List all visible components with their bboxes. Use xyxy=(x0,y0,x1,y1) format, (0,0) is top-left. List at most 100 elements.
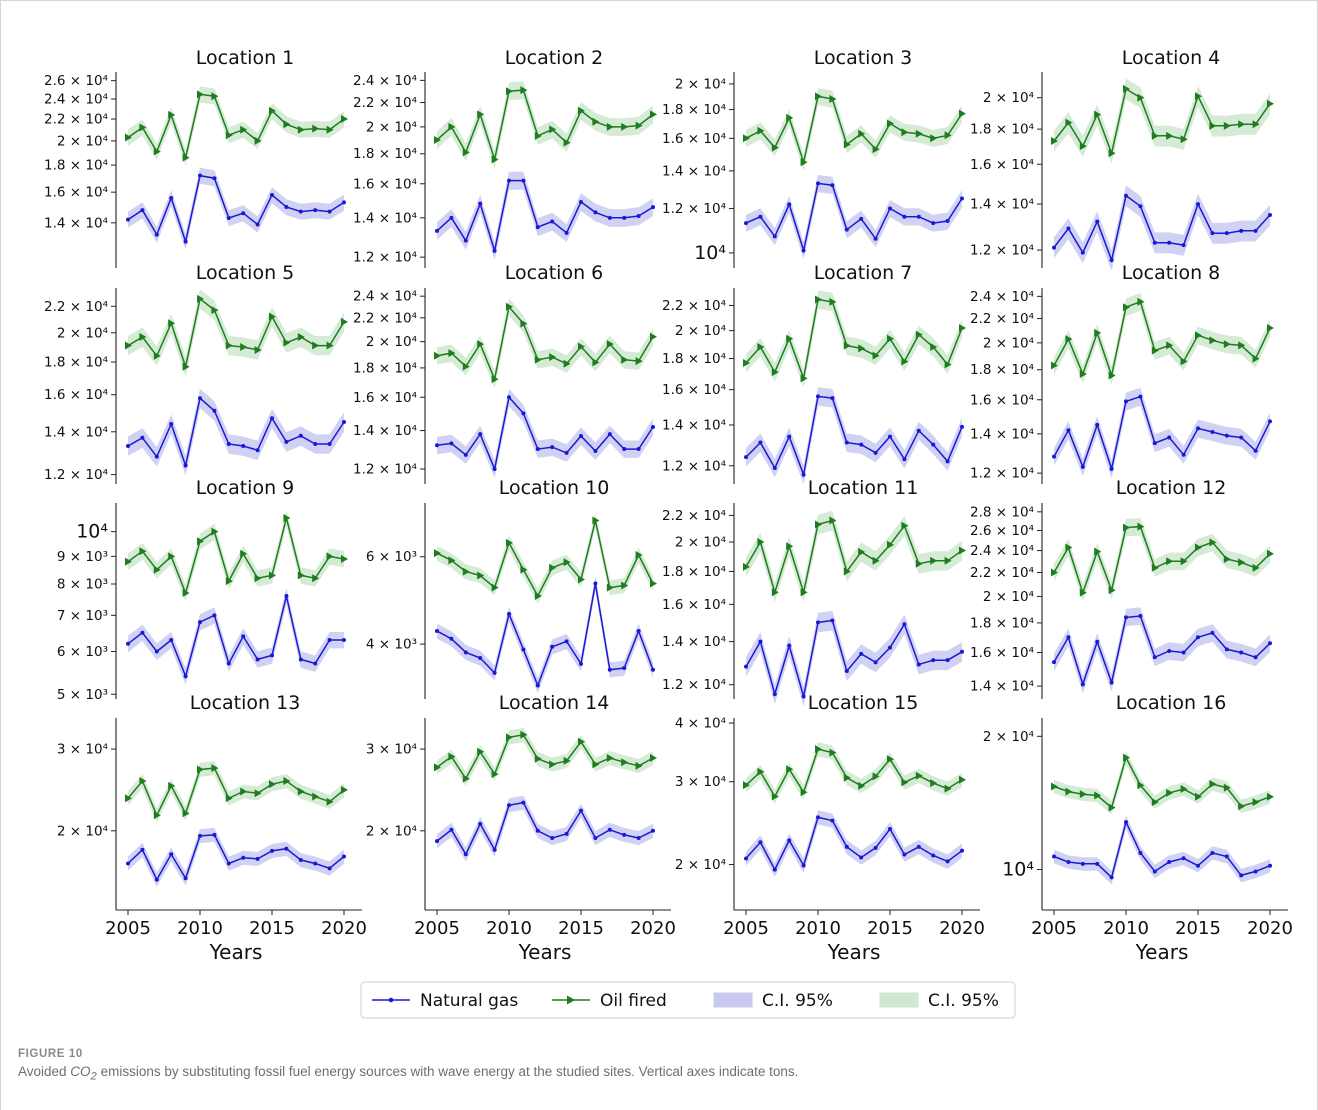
natural-gas-point xyxy=(154,454,159,459)
natural-gas-point xyxy=(830,618,835,623)
oil-fired-point xyxy=(829,297,837,306)
natural-gas-point xyxy=(241,855,246,860)
oil-fired-point xyxy=(153,811,161,820)
natural-gas-point xyxy=(140,630,145,635)
natural-gas-point xyxy=(607,667,612,672)
panel-4: Location 4 1.2 × 10⁴ 1.4 × 10⁴ 1.6 × 10⁴ 1.8… xyxy=(970,47,1274,271)
natural-gas-point xyxy=(226,441,231,446)
oil-fired-point xyxy=(1223,555,1231,564)
natural-gas-point xyxy=(284,204,289,209)
caption-text-start: Avoided xyxy=(18,1064,71,1079)
natural-gas-point xyxy=(198,833,202,838)
x-axis-label: Years xyxy=(827,940,881,964)
natural-gas-point xyxy=(1239,435,1244,440)
oil-fired-point xyxy=(1108,803,1116,812)
oil-fired-point xyxy=(225,577,233,586)
oil-fired-point xyxy=(197,537,204,546)
natural-gas-point xyxy=(255,222,260,227)
y-tick-label: 1.4 × 10⁴ xyxy=(662,417,726,433)
oil-fired-point xyxy=(606,583,614,592)
oil-fired-point xyxy=(254,136,262,145)
natural-gas-point xyxy=(1052,245,1056,250)
oil-fired-ci-band xyxy=(1054,293,1270,385)
panel-2: Location 2 1.2 × 10⁴ 1.4 × 10⁴ 1.6 × 10⁴ 1.8… xyxy=(353,47,657,268)
natural-gas-point xyxy=(298,433,303,438)
natural-gas-point xyxy=(463,238,468,243)
legend-entry: Natural gas xyxy=(372,991,518,1011)
oil-fired-point xyxy=(506,538,513,547)
natural-gas-point xyxy=(169,421,174,426)
oil-fired-point xyxy=(1238,558,1246,567)
oil-fired-ci-band xyxy=(128,509,344,602)
oil-fired-point xyxy=(915,129,923,138)
oil-fired-point xyxy=(800,588,808,597)
natural-gas-point xyxy=(859,442,864,447)
natural-gas-point xyxy=(521,411,526,416)
panel-title: Location 1 xyxy=(196,47,295,69)
natural-gas-point xyxy=(313,861,318,866)
panel-8: Location 8 1.2 × 10⁴ 1.4 × 10⁴ 1.6 × 10⁴ 1.8… xyxy=(970,262,1274,484)
natural-gas-point xyxy=(1253,869,1258,874)
natural-gas-point xyxy=(636,629,641,634)
natural-gas-point xyxy=(478,821,483,826)
natural-gas-point xyxy=(1152,869,1157,874)
natural-gas-ci-band xyxy=(1054,185,1270,271)
oil-fired-point xyxy=(829,94,837,103)
y-tick-label: 1.6 × 10⁴ xyxy=(353,390,417,406)
oil-fired-point xyxy=(771,588,779,597)
natural-gas-line xyxy=(745,395,963,478)
y-tick-label: 1.8 × 10⁴ xyxy=(662,351,726,367)
y-tick-label: 2 × 10⁴ xyxy=(366,823,417,839)
y-tick-label: 2.2 × 10⁴ xyxy=(44,299,108,315)
oil-fired-point xyxy=(901,778,909,787)
oil-fired-point xyxy=(1094,110,1102,119)
natural-gas-point xyxy=(1224,647,1229,652)
oil-fired-point xyxy=(534,592,542,601)
oil-fired-line xyxy=(436,733,654,781)
oil-fired-point xyxy=(1238,341,1246,350)
oil-fired-point xyxy=(153,147,161,156)
oil-fired-point xyxy=(930,343,938,352)
oil-fired-point xyxy=(491,155,499,164)
oil-fired-line xyxy=(127,297,345,370)
natural-gas-point xyxy=(916,662,921,667)
natural-gas-point xyxy=(507,178,511,183)
oil-fired-point xyxy=(635,550,643,559)
panel-title: Location 10 xyxy=(499,477,610,499)
natural-gas-point xyxy=(564,639,569,644)
oil-fired-point xyxy=(1137,297,1145,306)
y-tick-label: 2 × 10⁴ xyxy=(675,535,726,551)
panel-title: Location 16 xyxy=(1116,692,1227,714)
oil-fired-point xyxy=(312,124,320,133)
y-tick-label: 10⁴ xyxy=(1002,859,1034,881)
natural-gas-point xyxy=(607,432,612,437)
natural-gas-point xyxy=(1124,399,1128,404)
natural-gas-point xyxy=(550,445,555,450)
natural-gas-point xyxy=(1239,873,1244,878)
y-tick-label: 2.2 × 10⁴ xyxy=(662,298,726,314)
natural-gas-point xyxy=(651,205,655,210)
panel-11: Location 11 1.2 × 10⁴ 1.4 × 10⁴ 1.6 × 10⁴ 1.… xyxy=(662,477,966,707)
natural-gas-point xyxy=(579,199,583,204)
natural-gas-point xyxy=(327,638,332,643)
y-tick-label: 1.4 × 10⁴ xyxy=(353,423,417,439)
oil-fired-point xyxy=(1166,557,1174,566)
legend-entry: C.I. 95% xyxy=(879,991,999,1011)
oil-fired-line xyxy=(436,520,654,598)
oil-fired-point xyxy=(197,765,204,774)
y-tick-label: 6 × 10³ xyxy=(366,549,417,565)
natural-gas-point xyxy=(1124,820,1128,825)
oil-fired-point xyxy=(578,737,585,746)
legend-dot-marker xyxy=(388,997,394,1003)
natural-gas-point xyxy=(255,448,260,453)
oil-fired-point xyxy=(549,760,557,769)
oil-fired-point xyxy=(1051,782,1058,791)
oil-fired-point xyxy=(915,330,923,339)
x-tick-label: 2005 xyxy=(414,918,460,939)
x-tick-label: 2005 xyxy=(105,918,151,939)
y-tick-label: 1.6 × 10⁴ xyxy=(662,131,726,147)
natural-gas-point xyxy=(1253,655,1258,660)
natural-gas-point xyxy=(1268,863,1272,868)
y-tick-label: 1.8 × 10⁴ xyxy=(970,615,1034,631)
y-tick-label: 2.2 × 10⁴ xyxy=(970,311,1034,327)
